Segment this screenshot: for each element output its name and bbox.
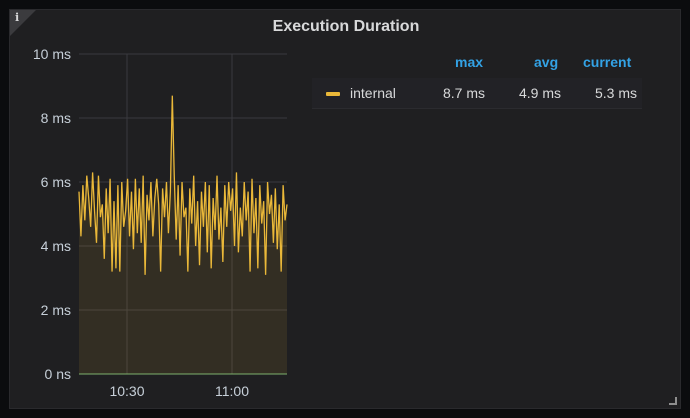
legend-header: max avg current	[312, 50, 642, 74]
resize-handle-icon[interactable]	[669, 397, 677, 405]
series-area-internal	[79, 95, 287, 374]
y-tick-label: 8 ms	[41, 110, 71, 126]
panel-info-corner[interactable]	[10, 10, 36, 36]
y-tick-label: 4 ms	[41, 238, 71, 254]
x-tick-label: 11:00	[215, 383, 249, 399]
y-tick-label: 0 ns	[45, 366, 71, 382]
x-tick-label: 10:30	[109, 383, 144, 399]
series-color-swatch[interactable]	[326, 92, 340, 96]
legend-table: max avg current internal 8.7 ms 4.9 ms 5…	[312, 50, 642, 109]
legend-value-max: 8.7 ms	[443, 85, 486, 101]
info-icon[interactable]: i	[15, 11, 20, 24]
duration-chart[interactable]: 0 ns 2 ms 4 ms 6 ms 8 ms 10 ms 10:30 11:00	[10, 10, 682, 410]
y-tick-label: 2 ms	[41, 302, 71, 318]
graph-panel: i Execution Duration 0 ns 2 ms 4 ms 6 ms 8 m…	[9, 9, 681, 409]
legend-value-current: 5.3 ms	[595, 85, 638, 101]
legend-value-avg: 4.9 ms	[519, 85, 562, 101]
legend-row-internal[interactable]: internal 8.7 ms 4.9 ms 5.3 ms	[312, 78, 642, 109]
series-line-internal	[78, 95, 288, 275]
panel-title[interactable]: Execution Duration	[272, 18, 420, 35]
x-axis-ticks: 10:30 11:00	[109, 383, 249, 399]
legend-header-avg[interactable]: avg	[534, 54, 559, 70]
legend-series-name[interactable]: internal	[350, 85, 396, 101]
legend-header-current[interactable]: current	[583, 54, 632, 70]
y-axis-ticks: 0 ns 2 ms 4 ms 6 ms 8 ms 10 ms	[33, 46, 71, 382]
y-tick-label: 6 ms	[41, 174, 71, 190]
y-tick-label: 10 ms	[33, 46, 71, 62]
legend-header-max[interactable]: max	[455, 54, 484, 70]
